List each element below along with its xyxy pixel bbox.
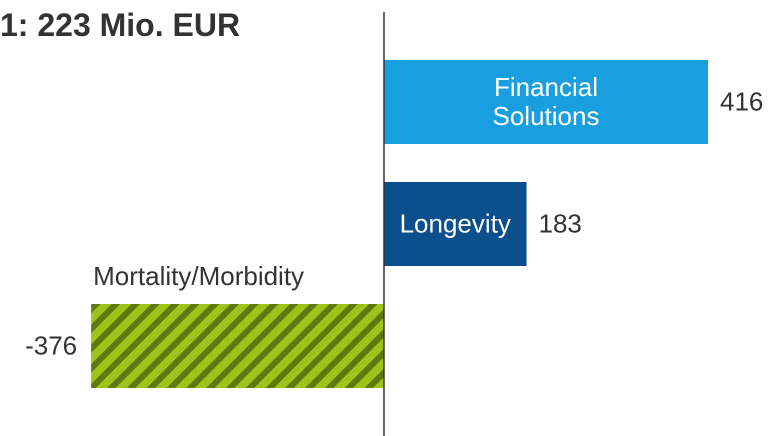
bar — [91, 304, 384, 388]
value-label: -376 — [25, 330, 78, 361]
bar — [383, 182, 527, 266]
bar-label: Financial Solutions — [492, 72, 600, 131]
bar-label: Longevity — [399, 208, 511, 239]
chart-title: 1: 223 Mio. EUR — [0, 7, 241, 43]
bar — [383, 60, 709, 144]
category-label: Mortality/Morbidity — [93, 261, 305, 291]
value-label: 183 — [538, 208, 582, 239]
value-label: 416 — [720, 86, 764, 117]
